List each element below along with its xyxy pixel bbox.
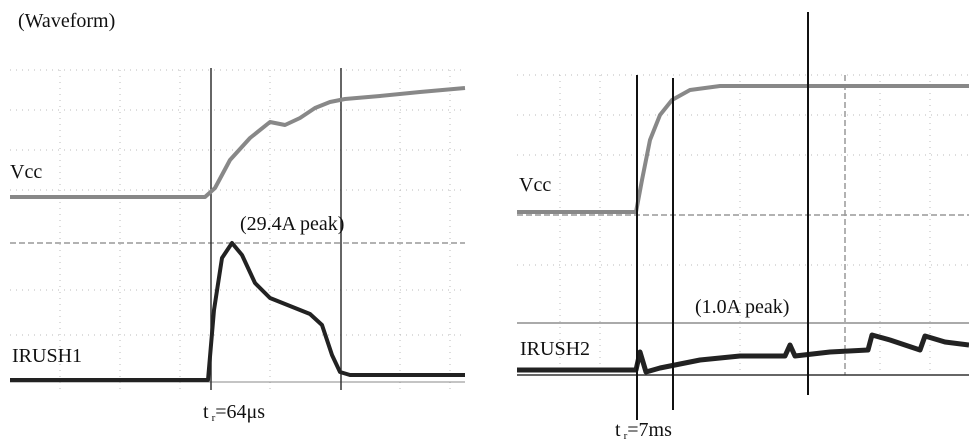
value: =64μs [215,401,265,423]
current-label: IRUSH1 [12,345,82,367]
figure: (Waveform) Vcc (29.4A peak) IRUSH1 tr=64… [0,0,969,439]
voltage-label: Vcc [519,174,551,196]
symbol: t [203,401,209,423]
voltage-label: Vcc [10,161,42,183]
background [0,0,969,439]
figure-title: (Waveform) [18,10,115,32]
symbol: t [615,419,621,439]
value: =7ms [627,419,672,439]
peak-label: (1.0A peak) [695,296,789,318]
current-label: IRUSH2 [520,338,590,360]
peak-label: (29.4A peak) [240,213,344,235]
